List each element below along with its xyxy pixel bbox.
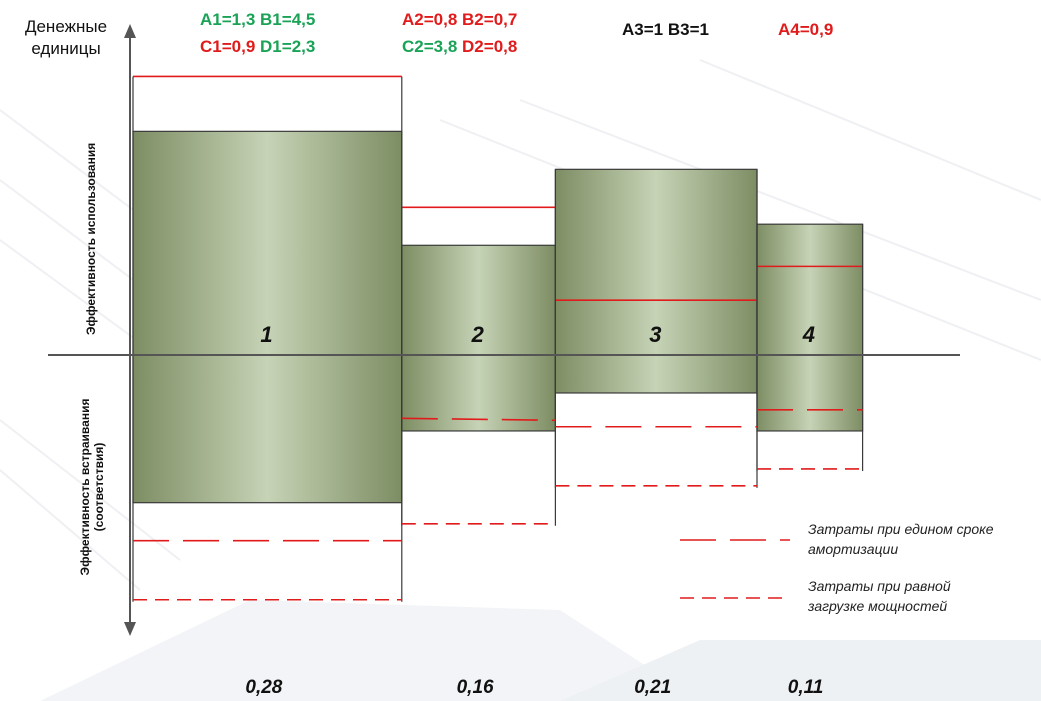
param-4-0-0: A4=0,9 <box>778 20 834 39</box>
share-label-4: 0,11 <box>787 677 824 698</box>
header-block-2: A2=0,8 B2=0,7 C2=3,8 D2=0,8 <box>402 6 517 60</box>
share-label-2: 0,16 <box>456 677 494 698</box>
background-pattern <box>0 59 1041 591</box>
bar-label-4: 4 <box>802 322 816 347</box>
background-band <box>40 600 700 701</box>
background-band <box>560 640 1041 701</box>
y-axis-arrow-up <box>124 24 136 38</box>
header-block-1: A1=1,3 B1=4,5 C1=0,9 D1=2,3 <box>200 6 315 60</box>
bar-label-2: 2 <box>471 322 484 347</box>
param-3-0-0: A3=1 <box>622 20 664 39</box>
cost-line-dashed-2-1 <box>401 417 556 422</box>
header-block-3: A3=1 B3=1 <box>622 20 709 40</box>
legend-text-2: Затраты при равной загрузке мощностей <box>808 578 951 614</box>
param-3-0-1: B3=1 <box>667 20 709 39</box>
legend-text-1: Затраты при едином сроке амортизации <box>808 521 994 557</box>
param-2-0-1: B2=0,7 <box>462 10 518 29</box>
param-1-0-0: A1=1,3 <box>200 10 256 29</box>
header-block-4: A4=0,9 <box>778 20 833 40</box>
share-label-3: 0,21 <box>634 677 672 698</box>
lower-axis-label: Эффективность встраивания (соответствия) <box>78 398 106 576</box>
upper-axis-label: Эффективность использования <box>84 142 98 335</box>
share-label-1: 0,28 <box>245 677 283 698</box>
bar-1 <box>132 130 403 504</box>
y-axis-arrow-down <box>124 622 136 636</box>
param-2-0-0: A2=0,8 <box>402 10 458 29</box>
bar-3 <box>554 168 758 394</box>
param-1-1-1: D1=2,3 <box>260 37 316 56</box>
cost-lines-layer <box>132 75 864 602</box>
param-1-1-0: C1=0,9 <box>200 37 256 56</box>
bars-layer <box>132 130 864 504</box>
param-2-1-1: D2=0,8 <box>462 37 518 56</box>
y-axis-label-line1: Денежные <box>24 17 108 36</box>
y-axis-label: Денежные единицы <box>6 16 126 60</box>
y-axis-label-line2: единицы <box>31 39 101 58</box>
bar-2 <box>401 244 556 432</box>
bar-label-1: 1 <box>260 322 273 347</box>
bar-4 <box>756 223 864 432</box>
param-2-1-0: C2=3,8 <box>402 37 458 56</box>
param-1-0-1: B1=4,5 <box>260 10 316 29</box>
bar-label-3: 3 <box>649 322 662 347</box>
